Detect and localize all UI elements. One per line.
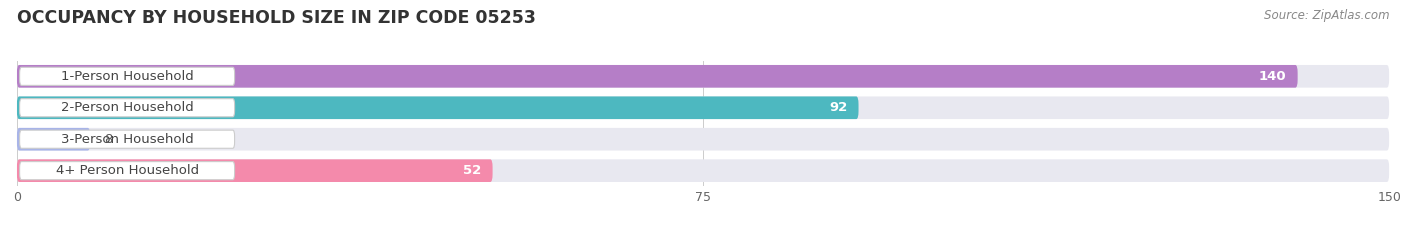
Text: 2-Person Household: 2-Person Household [60, 101, 194, 114]
FancyBboxPatch shape [20, 162, 235, 180]
FancyBboxPatch shape [17, 159, 492, 182]
Text: 52: 52 [464, 164, 482, 177]
FancyBboxPatch shape [20, 130, 235, 148]
FancyBboxPatch shape [17, 65, 1298, 88]
Text: 92: 92 [830, 101, 848, 114]
Text: 140: 140 [1258, 70, 1286, 83]
Text: Source: ZipAtlas.com: Source: ZipAtlas.com [1264, 9, 1389, 22]
FancyBboxPatch shape [17, 128, 1389, 151]
Text: OCCUPANCY BY HOUSEHOLD SIZE IN ZIP CODE 05253: OCCUPANCY BY HOUSEHOLD SIZE IN ZIP CODE … [17, 9, 536, 27]
Text: 4+ Person Household: 4+ Person Household [56, 164, 198, 177]
FancyBboxPatch shape [20, 67, 235, 85]
FancyBboxPatch shape [17, 159, 1389, 182]
Text: 3-Person Household: 3-Person Household [60, 133, 194, 146]
Text: 1-Person Household: 1-Person Household [60, 70, 194, 83]
FancyBboxPatch shape [20, 99, 235, 117]
FancyBboxPatch shape [17, 96, 859, 119]
FancyBboxPatch shape [17, 128, 90, 151]
FancyBboxPatch shape [17, 96, 1389, 119]
FancyBboxPatch shape [17, 65, 1389, 88]
Text: 8: 8 [104, 133, 112, 146]
